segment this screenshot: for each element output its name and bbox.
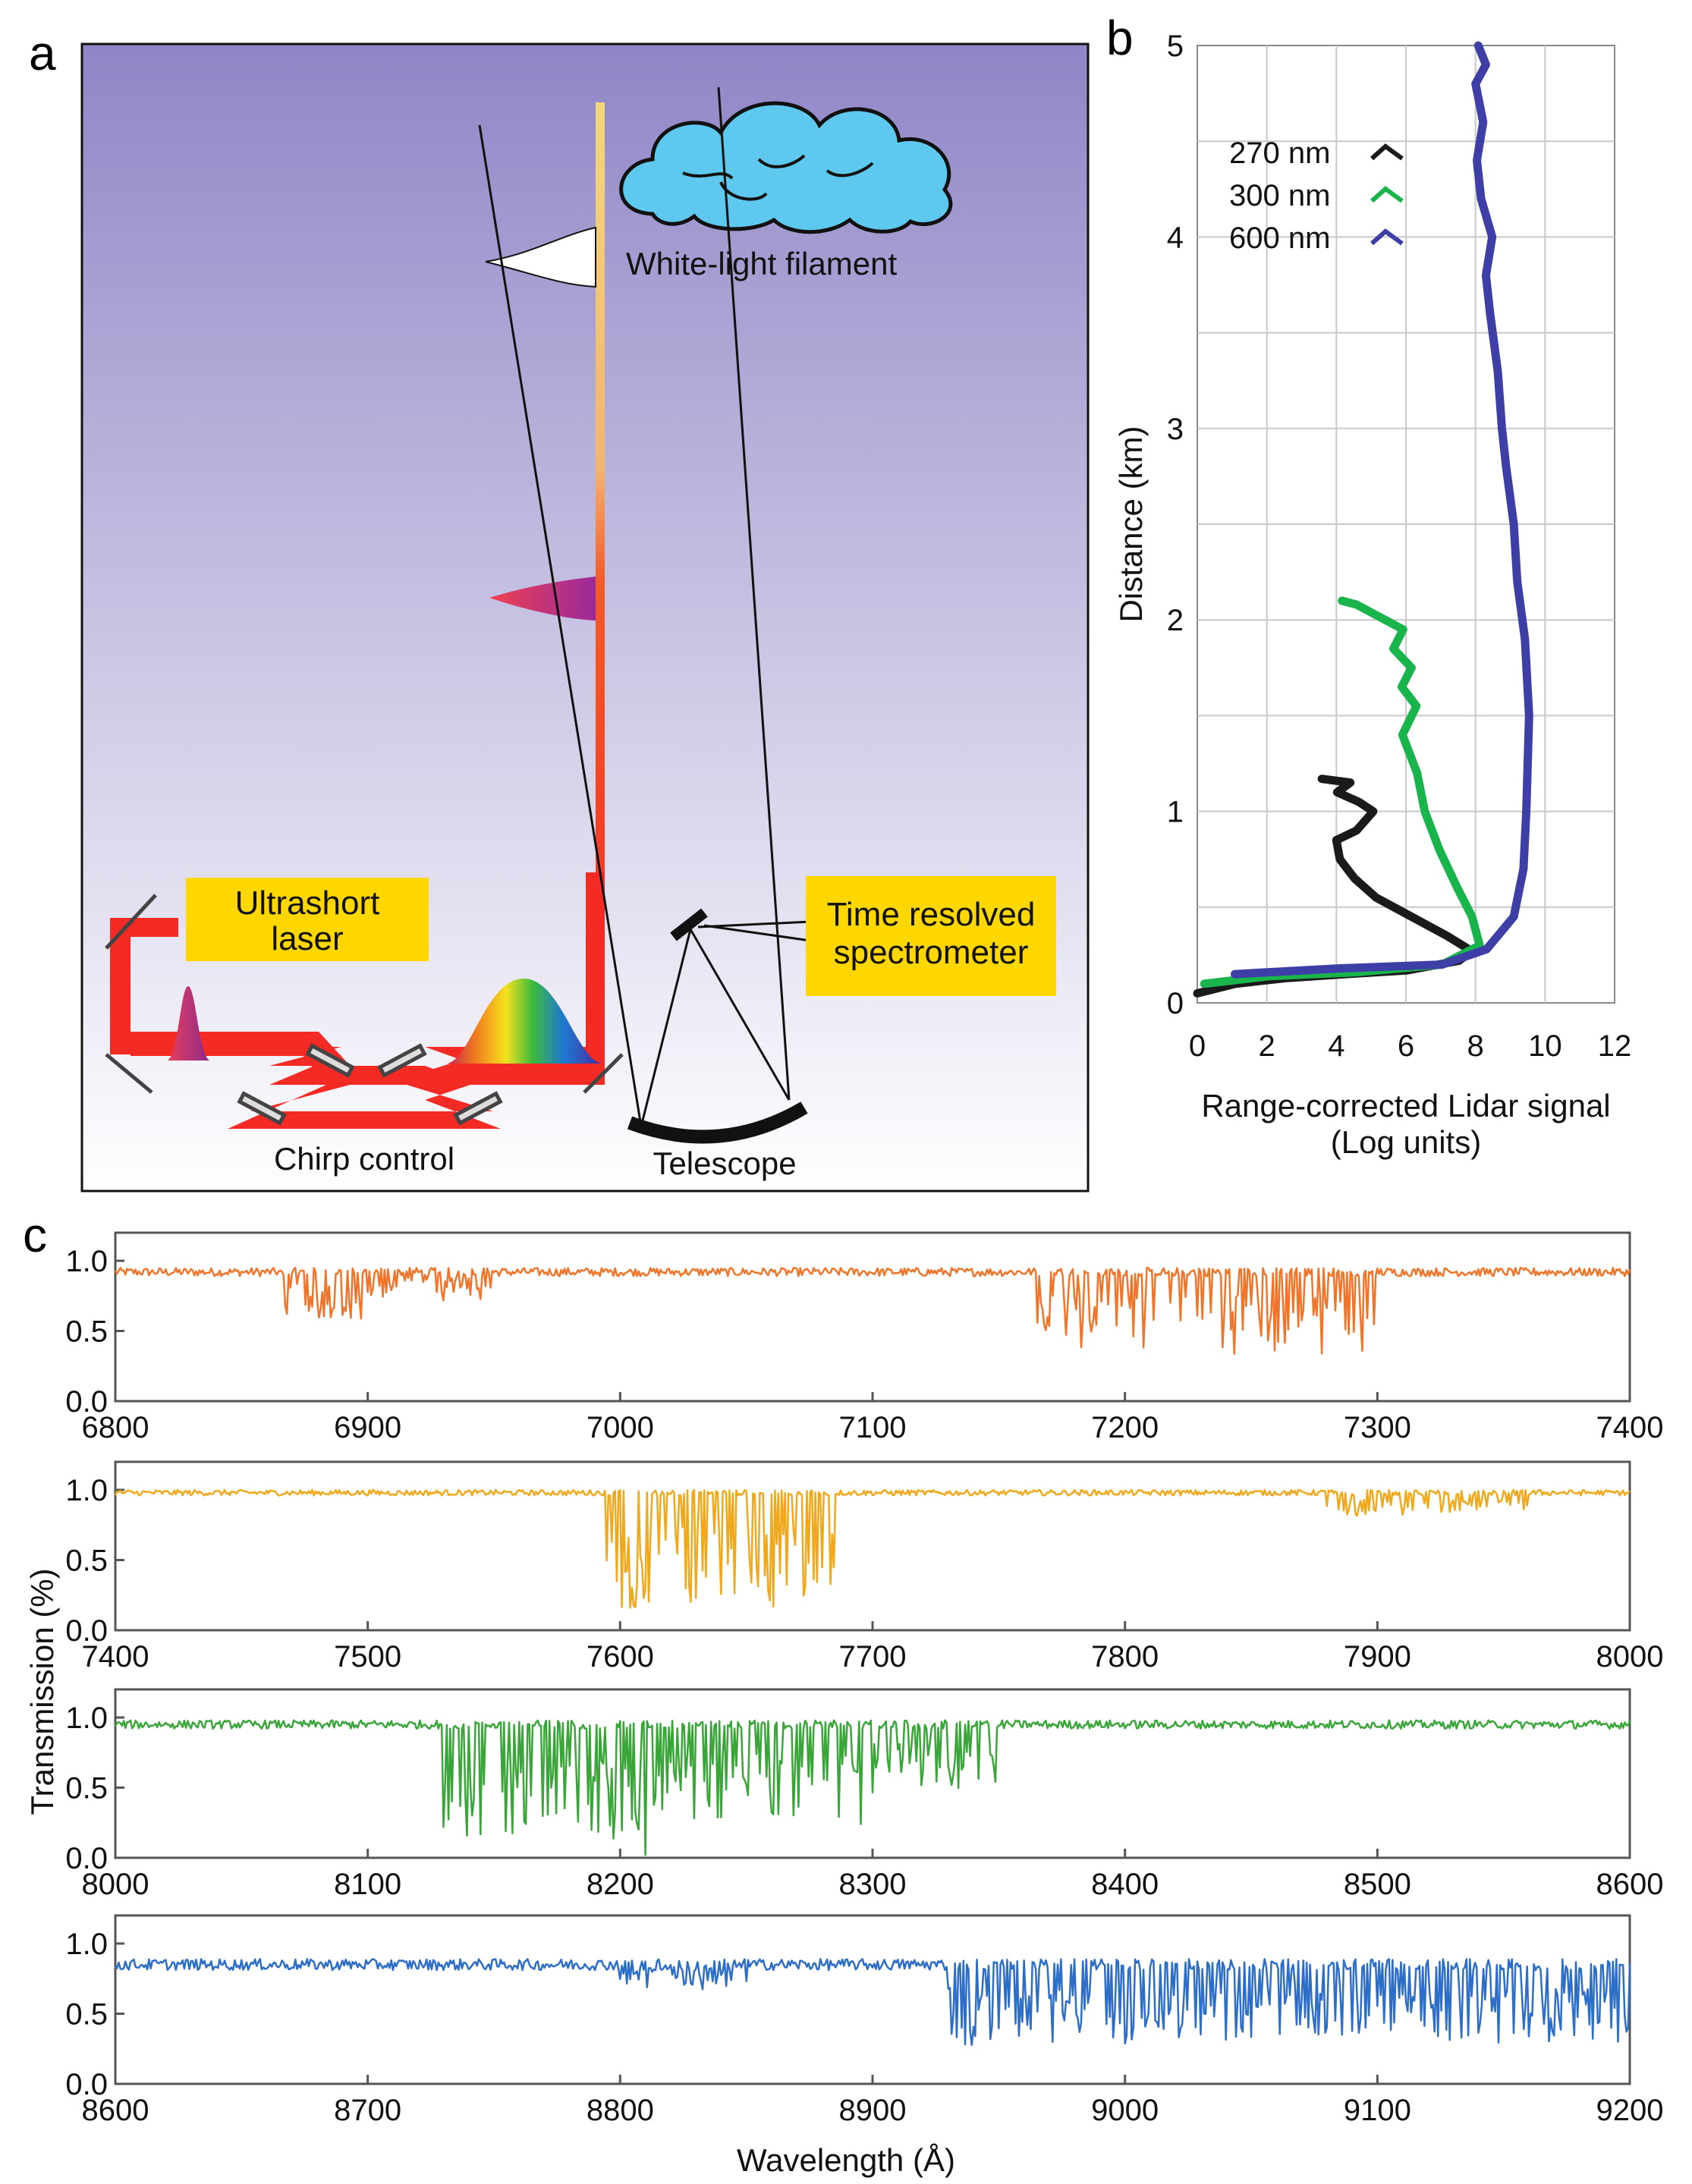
transmission-x-tick: 7300	[1344, 1411, 1411, 1444]
lidar-x-tick: 4	[1328, 1029, 1344, 1063]
lidar-x-tick: 0	[1189, 1029, 1206, 1063]
transmission-x-tick: 7500	[334, 1640, 401, 1673]
panel-b-letter: b	[1106, 11, 1134, 65]
transmission-y-tick: 1.0	[65, 1702, 108, 1735]
legend-swatch	[1370, 143, 1404, 161]
spectrometer-label-box	[806, 876, 1056, 996]
transmission-x-tick: 7200	[1091, 1411, 1159, 1444]
spectrometer-label-line1: Time resolved	[827, 896, 1036, 933]
transmission-x-tick: 6900	[334, 1411, 401, 1444]
legend-label: 300 nm	[1229, 179, 1330, 212]
transmission-x-tick: 8300	[839, 1868, 907, 1901]
transmission-x-tick: 8500	[1344, 1868, 1411, 1901]
lidar-y-tick: 4	[1167, 221, 1184, 254]
transmission-y-tick: 0.5	[65, 1998, 108, 2032]
transmission-x-tick: 9100	[1344, 2094, 1411, 2127]
transmission-y-tick: 0.5	[65, 1545, 108, 1578]
transmission-x-tick: 9200	[1596, 2094, 1664, 2127]
lidar-x-label-line1: Range-corrected Lidar signal	[1201, 1088, 1610, 1123]
transmission-x-tick: 6800	[82, 1411, 149, 1444]
panel-a-letter: a	[29, 26, 56, 80]
lidar-y-label: Distance (km)	[1113, 426, 1149, 622]
transmission-x-tick: 8600	[82, 2094, 149, 2127]
transmission-x-tick: 8400	[1091, 1868, 1159, 1901]
transmission-x-tick: 7000	[587, 1411, 654, 1444]
transmission-y-tick: 0.0	[65, 1614, 108, 1648]
short-pulse	[167, 986, 210, 1061]
transmission-x-tick: 8700	[334, 2094, 401, 2127]
transmission-y-tick: 1.0	[65, 1928, 108, 1961]
lidar-y-tick: 1	[1167, 796, 1184, 829]
white-light-pulse	[485, 226, 596, 288]
transmission-x-tick: 8000	[1596, 1640, 1664, 1673]
transmission-x-tick: 7900	[1344, 1640, 1411, 1673]
lidar-x-tick: 12	[1598, 1029, 1632, 1063]
transmission-spectrum-line	[114, 1488, 1631, 1609]
transmission-x-tick: 8000	[82, 1868, 149, 1901]
transmission-x-tick: 7400	[1596, 1411, 1664, 1444]
transmission-x-tick: 7400	[82, 1640, 149, 1673]
transmission-spectrum-line	[115, 1958, 1631, 2047]
transmission-y-tick: 0.0	[65, 1842, 108, 1875]
transmission-spectrum-line	[114, 1719, 1631, 1856]
lidar-y-tick: 2	[1167, 604, 1184, 637]
transmission-x-tick: 8600	[1596, 1868, 1664, 1901]
telescope-label: Telescope	[653, 1145, 796, 1181]
panel-a-schematic: Ultrashort laser Time resolved spectrome…	[80, 42, 1090, 1193]
panel-c-letter: c	[23, 1208, 47, 1262]
laser-label-box	[186, 878, 429, 961]
lidar-x-tick: 8	[1467, 1029, 1484, 1063]
lidar-x-tick: 10	[1528, 1029, 1562, 1063]
transmission-x-tick: 7800	[1091, 1640, 1159, 1673]
transmission-x-tick: 8800	[587, 2094, 654, 2127]
legend-label: 270 nm	[1229, 137, 1330, 170]
vertical-beam	[596, 102, 605, 1062]
chirped-spectrum	[446, 979, 603, 1064]
filament-pulse	[489, 577, 596, 621]
spectrometer-label-line2: spectrometer	[834, 934, 1029, 971]
lidar-x-tick: 6	[1398, 1029, 1414, 1063]
transmission-y-tick: 0.5	[65, 1315, 108, 1349]
transmission-x-tick: 8100	[334, 1868, 401, 1901]
series-line-600-nm	[1231, 41, 1533, 979]
lidar-y-tick: 3	[1167, 413, 1184, 446]
laser-label-line2: laser	[271, 920, 343, 957]
lidar-x-tick: 2	[1259, 1029, 1275, 1063]
transmission-row-frame	[114, 1914, 1631, 2085]
transmission-x-tick: 7600	[587, 1640, 654, 1673]
transmission-y-tick: 1.0	[65, 1474, 108, 1507]
filament-label: White-light filament	[626, 246, 897, 281]
transmission-y-tick: 0.0	[65, 2068, 108, 2101]
transmission-x-label: Wavelength (Å)	[737, 2142, 955, 2178]
legend-label: 600 nm	[1229, 222, 1330, 255]
transmission-x-tick: 9000	[1091, 2094, 1159, 2127]
spectrometer-mirror	[670, 908, 708, 941]
lidar-y-tick: 0	[1167, 987, 1184, 1020]
transmission-x-tick: 7100	[839, 1411, 907, 1444]
chirp-control-label: Chirp control	[274, 1141, 454, 1177]
transmission-row-frame	[114, 1231, 1631, 1403]
transmission-x-tick: 8900	[839, 2094, 907, 2127]
transmission-x-tick: 7700	[839, 1640, 907, 1673]
transmission-y-label: Transmission (%)	[24, 1568, 60, 1815]
lidar-x-label-line2: (Log units)	[1331, 1124, 1481, 1160]
transmission-spectrum-line	[114, 1267, 1631, 1355]
transmission-x-tick: 8200	[587, 1868, 654, 1901]
transmission-y-tick: 0.0	[65, 1385, 108, 1419]
transmission-y-tick: 1.0	[65, 1245, 108, 1278]
telescope-mirror	[627, 1101, 808, 1144]
legend-swatch	[1370, 228, 1404, 246]
telescope-rays	[478, 86, 811, 1127]
mirrors	[105, 894, 624, 1126]
cloud-icon	[619, 101, 953, 234]
transmission-y-tick: 0.5	[65, 1772, 108, 1805]
transmission-row-frame	[114, 1460, 1631, 1632]
laser-label-line1: Ultrashort	[235, 885, 380, 922]
legend-swatch	[1370, 186, 1404, 203]
lidar-y-tick: 5	[1167, 30, 1184, 63]
